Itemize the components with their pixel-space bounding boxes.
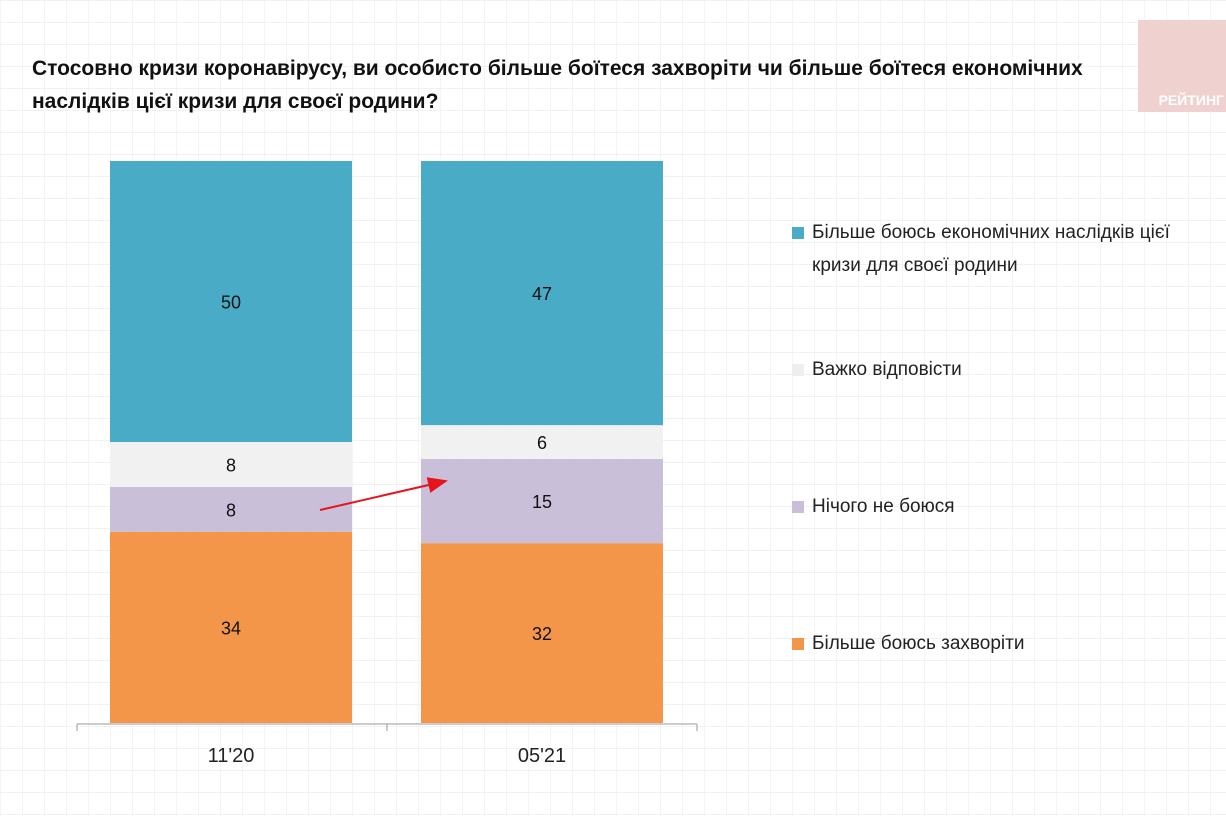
legend-item: Важко відповісти (792, 353, 1212, 386)
bar-segment (110, 531, 352, 723)
data-label: 15 (532, 492, 552, 512)
data-label: 47 (532, 284, 552, 304)
bar-segment (421, 458, 663, 544)
legend-label: Більше боюсь економічних наслідків цієї … (812, 222, 1170, 276)
data-label: 8 (226, 455, 236, 475)
x-tick-label: 05'21 (518, 745, 566, 767)
data-label: 34 (221, 618, 241, 638)
legend-swatch (792, 227, 804, 239)
chart-title: Стосовно кризи коронавірусу, ви особисто… (32, 57, 1083, 113)
logo-text: РЕЙТИНГ (1158, 92, 1224, 108)
bar-segment (421, 161, 663, 426)
legend-swatch (792, 638, 804, 650)
change-arrow (319, 477, 448, 511)
bar-segment (110, 442, 352, 487)
legend-label: Більше боюсь захворіти (812, 633, 1025, 654)
data-label: 6 (537, 433, 547, 453)
data-label: 8 (226, 500, 236, 520)
data-label: 32 (532, 624, 552, 644)
legend-label: Нічого не боюся (812, 496, 955, 517)
bar-segment (421, 543, 663, 723)
legend-item: Нічого не боюся (792, 490, 1212, 523)
x-tick-label: 11'20 (208, 745, 255, 767)
data-label: 50 (221, 293, 241, 313)
legend-label: Важко відповісти (812, 359, 962, 380)
legend-item: Більше боюсь економічних наслідків цієї … (792, 216, 1212, 282)
legend-swatch (792, 364, 804, 376)
bar-segment (110, 486, 352, 532)
legend-item: Більше боюсь захворіти (792, 627, 1212, 660)
rating-logo: РЕЙТИНГ (1138, 20, 1226, 112)
legend-swatch (792, 501, 804, 513)
bar-segment (421, 425, 663, 459)
bar-segment (110, 161, 352, 442)
